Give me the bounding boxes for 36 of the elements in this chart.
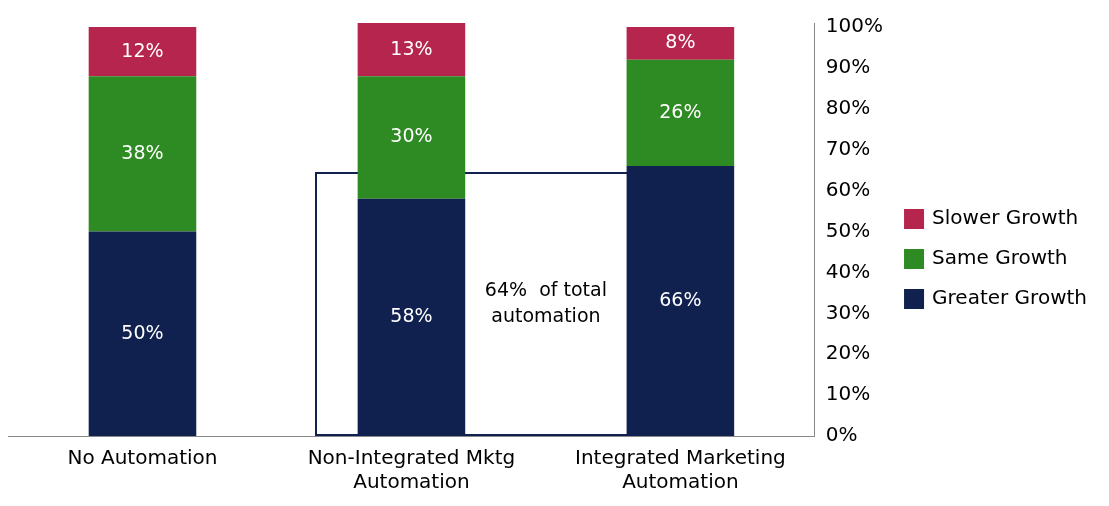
text: 58% (390, 304, 433, 327)
bar (626, 166, 735, 436)
bar (357, 76, 466, 199)
text: 66% (659, 288, 702, 310)
y-tick-label: 50% (825, 217, 871, 242)
text: 30% (390, 124, 433, 147)
y-tick-label: 0% (825, 422, 858, 447)
y-tick-label: 100% (825, 13, 884, 38)
y-tick-label: 20% (825, 340, 871, 365)
bar (88, 27, 197, 77)
bar (88, 76, 197, 232)
y-tick-label: 80% (825, 95, 871, 120)
legend-label: Slower Growth (932, 205, 1079, 230)
x-tick-label: Integrated Marketing Automation (574, 445, 786, 494)
legend-label: Same Growth (932, 245, 1068, 270)
text: 26% (659, 99, 702, 122)
x-tick-label: Non-Integrated Mktg Automation (307, 445, 516, 494)
y-tick-label: 30% (825, 299, 871, 324)
y-tick-label: 40% (825, 258, 871, 283)
y-tick-label: 90% (825, 54, 871, 79)
x-tick-label: No Automation (67, 445, 218, 470)
text: 8% (665, 30, 696, 53)
y-tick-label: 10% (825, 381, 871, 406)
bar (357, 198, 466, 436)
bar (626, 59, 735, 167)
legend-label: Greater Growth (932, 285, 1088, 310)
bar (357, 23, 466, 77)
bar (88, 231, 197, 436)
y-tick-label: 70% (825, 135, 871, 160)
bar (626, 27, 735, 60)
text: 12% (121, 38, 164, 61)
text: 50% (121, 320, 164, 343)
text: 13% (390, 36, 433, 59)
annotation: 64% of total automation (484, 277, 607, 326)
y-tick-label: 60% (825, 176, 871, 201)
text: 38% (121, 140, 164, 163)
